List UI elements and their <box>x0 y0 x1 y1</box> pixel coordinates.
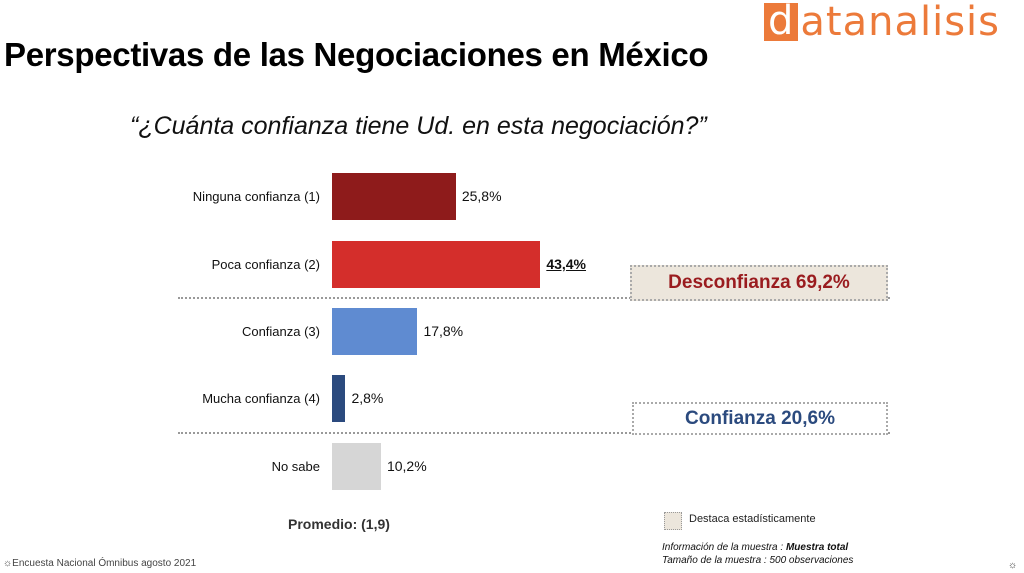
category-label: Ninguna confianza (1) <box>192 189 320 204</box>
group-separator <box>178 432 890 434</box>
settings-icon[interactable]: ☼ <box>1008 560 1018 571</box>
value-label: 2,8% <box>351 390 384 406</box>
average-label: Promedio: (1,9) <box>288 516 390 532</box>
trust-group-box: Confianza 20,6% <box>632 402 888 435</box>
group-separator <box>178 297 890 299</box>
bar <box>332 443 381 490</box>
logo-text: atanalisis <box>800 0 1000 45</box>
category-label: Mucha confianza (4) <box>202 391 320 406</box>
bar <box>332 173 456 220</box>
bar <box>332 375 346 422</box>
bar <box>332 241 541 288</box>
logo-letter: d <box>764 1 799 41</box>
bar <box>332 308 418 355</box>
distrust-group-box: Desconfianza 69,2% <box>630 265 888 301</box>
legend-swatch <box>664 512 682 530</box>
sample-size: Tamaño de la muestra : 500 observaciones <box>662 555 854 566</box>
source-note: ☼Encuesta Nacional Ómnibus agosto 2021 <box>3 558 197 569</box>
value-label: 43,4% <box>546 256 587 272</box>
category-label: Confianza (3) <box>241 324 320 339</box>
category-label: No sabe <box>271 459 320 474</box>
page-title: Perspectivas de las Negociaciones en Méx… <box>4 36 709 73</box>
sample-info-value: Muestra total <box>785 542 849 553</box>
sample-info: Información de la muestra : Muestra tota… <box>662 542 848 553</box>
legend-label: Destaca estadísticamente <box>689 513 816 525</box>
survey-question: “¿Cuánta confianza tiene Ud. en esta neg… <box>130 112 707 140</box>
sample-info-label: Información de la muestra : <box>662 542 786 553</box>
category-label: Poca confianza (2) <box>211 257 320 272</box>
datanalisis-logo: d atanalisis <box>764 0 1000 45</box>
value-label: 10,2% <box>386 458 427 474</box>
value-label: 25,8% <box>461 188 502 204</box>
value-label: 17,8% <box>423 323 464 339</box>
